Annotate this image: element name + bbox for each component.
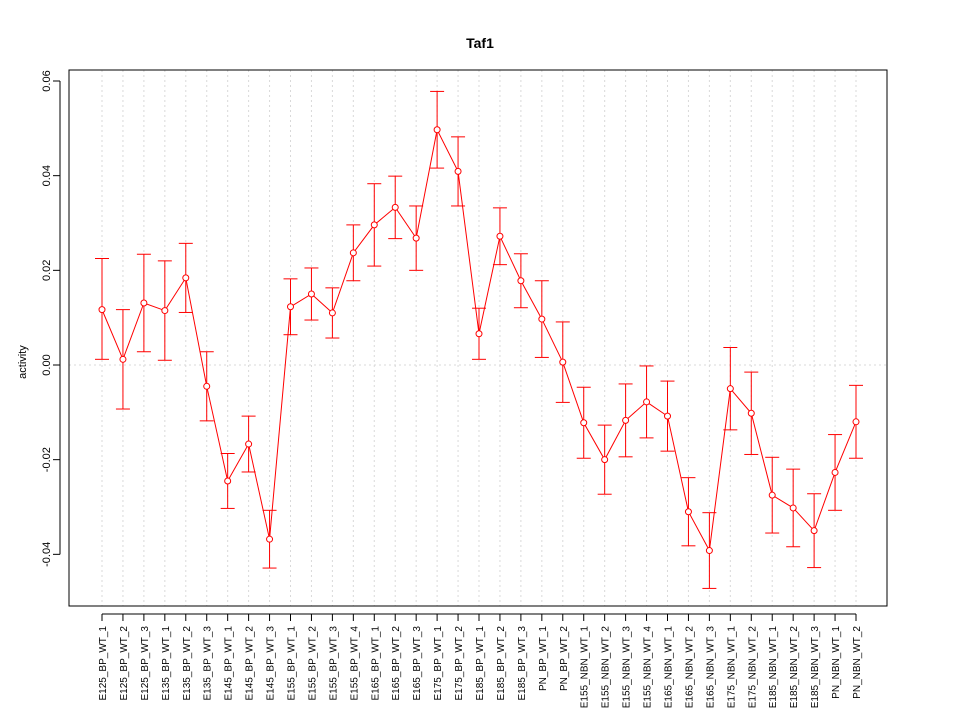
y-axis-label: activity (17, 345, 29, 379)
data-point (622, 416, 630, 424)
x-tick-label: E185_BP_WT_1 (475, 626, 486, 701)
x-tick-label: E185_NBN_WT_3 (810, 626, 821, 709)
x-tick-label: E165_BP_WT_2 (391, 626, 402, 701)
data-point (203, 382, 211, 390)
x-tick-label: E185_BP_WT_3 (517, 626, 528, 701)
x-tick-label: E155_NBN_WT_1 (580, 626, 591, 709)
y-tick-label: 0.04 (41, 165, 53, 186)
data-point (140, 299, 148, 307)
x-tick-label: E135_BP_WT_2 (182, 626, 193, 701)
y-axis: -0.04 -0.02 0.00 0.02 0.04 0.06 (41, 70, 61, 567)
y-tick-label: 0.06 (41, 70, 53, 91)
x-tick-label: E165_NBN_WT_1 (664, 626, 675, 709)
data-point (705, 547, 713, 555)
x-tick-label: E125_BP_WT_3 (140, 626, 151, 701)
x-tick-label: PN_BP_WT_2 (559, 626, 570, 691)
data-point (684, 508, 692, 516)
x-tick-label: E145_BP_WT_3 (266, 626, 277, 701)
data-point (182, 274, 190, 282)
data-point (810, 527, 818, 535)
x-tick-label: E185_BP_WT_2 (496, 626, 507, 701)
x-tick-label: PN_NBN_WT_2 (852, 626, 863, 699)
x-axis: E125_BP_WT_1 E125_BP_WT_2 E125_BP_WT_3 E135… (98, 613, 863, 709)
x-tick-label: E175_NBN_WT_1 (726, 626, 737, 709)
x-tick-label: E135_BP_WT_1 (161, 626, 172, 701)
x-tick-label: E155_NBN_WT_4 (643, 626, 654, 709)
data-point (412, 234, 420, 242)
x-tick-label: E145_BP_WT_1 (224, 626, 235, 701)
data-point (831, 468, 839, 476)
data-point (370, 221, 378, 229)
series-activity (95, 90, 863, 589)
data-point (475, 330, 483, 338)
data-point (349, 249, 357, 257)
x-tick-label: E155_BP_WT_4 (349, 626, 360, 701)
plot-frame (68, 69, 888, 607)
x-tick-label: E155_BP_WT_3 (328, 626, 339, 701)
data-point (643, 398, 651, 406)
data-point (266, 535, 274, 543)
data-point (161, 307, 169, 315)
data-point (391, 203, 399, 211)
data-point (454, 167, 462, 175)
x-tick-label: E165_NBN_WT_2 (684, 626, 695, 709)
data-point (747, 409, 755, 417)
x-tick-label: E155_NBN_WT_2 (601, 626, 612, 709)
y-tick-label: 0.02 (41, 260, 53, 281)
x-tick-label: E165_BP_WT_3 (412, 626, 423, 701)
chart-title: Taf1 (466, 35, 494, 51)
y-tick-label: -0.04 (41, 542, 53, 567)
data-point (245, 440, 253, 448)
data-point (601, 456, 609, 464)
y-tick-label: 0.00 (41, 354, 53, 375)
data-point (789, 504, 797, 512)
x-tick-label: E185_NBN_WT_1 (768, 626, 779, 709)
x-tick-label: E175_BP_WT_2 (454, 626, 465, 701)
data-point (287, 303, 294, 311)
x-tick-label: PN_NBN_WT_1 (831, 626, 842, 699)
x-tick-label: E155_NBN_WT_3 (622, 626, 633, 709)
data-point (538, 315, 546, 323)
y-tick-label: -0.02 (41, 447, 53, 472)
x-tick-label: E165_NBN_WT_3 (705, 626, 716, 709)
x-tick-label: E175_NBN_WT_2 (747, 626, 758, 709)
data-point (517, 277, 525, 285)
data-point (726, 385, 734, 393)
x-tick-label: E155_BP_WT_2 (307, 626, 318, 701)
data-point (307, 290, 315, 298)
data-point (580, 419, 588, 427)
data-point (559, 358, 567, 366)
data-point (98, 306, 106, 314)
x-tick-label: E185_NBN_WT_2 (789, 626, 800, 709)
x-tick-label: E155_BP_WT_1 (287, 626, 298, 701)
data-point (224, 477, 232, 485)
data-point (664, 412, 671, 420)
data-point (768, 491, 776, 499)
data-point (119, 355, 127, 363)
x-tick-label: E175_BP_WT_1 (433, 626, 444, 701)
data-point (433, 126, 441, 134)
x-tick-label: E125_BP_WT_1 (98, 626, 109, 701)
data-point (496, 232, 504, 240)
grid-lines (69, 70, 887, 606)
x-tick-label: E145_BP_WT_2 (245, 626, 256, 701)
x-tick-label: PN_BP_WT_1 (538, 626, 549, 691)
x-tick-label: E125_BP_WT_2 (119, 626, 130, 701)
data-point (328, 309, 336, 317)
x-tick-label: E135_BP_WT_3 (203, 626, 214, 701)
data-point (852, 418, 860, 426)
x-tick-label: E165_BP_WT_1 (370, 626, 381, 701)
